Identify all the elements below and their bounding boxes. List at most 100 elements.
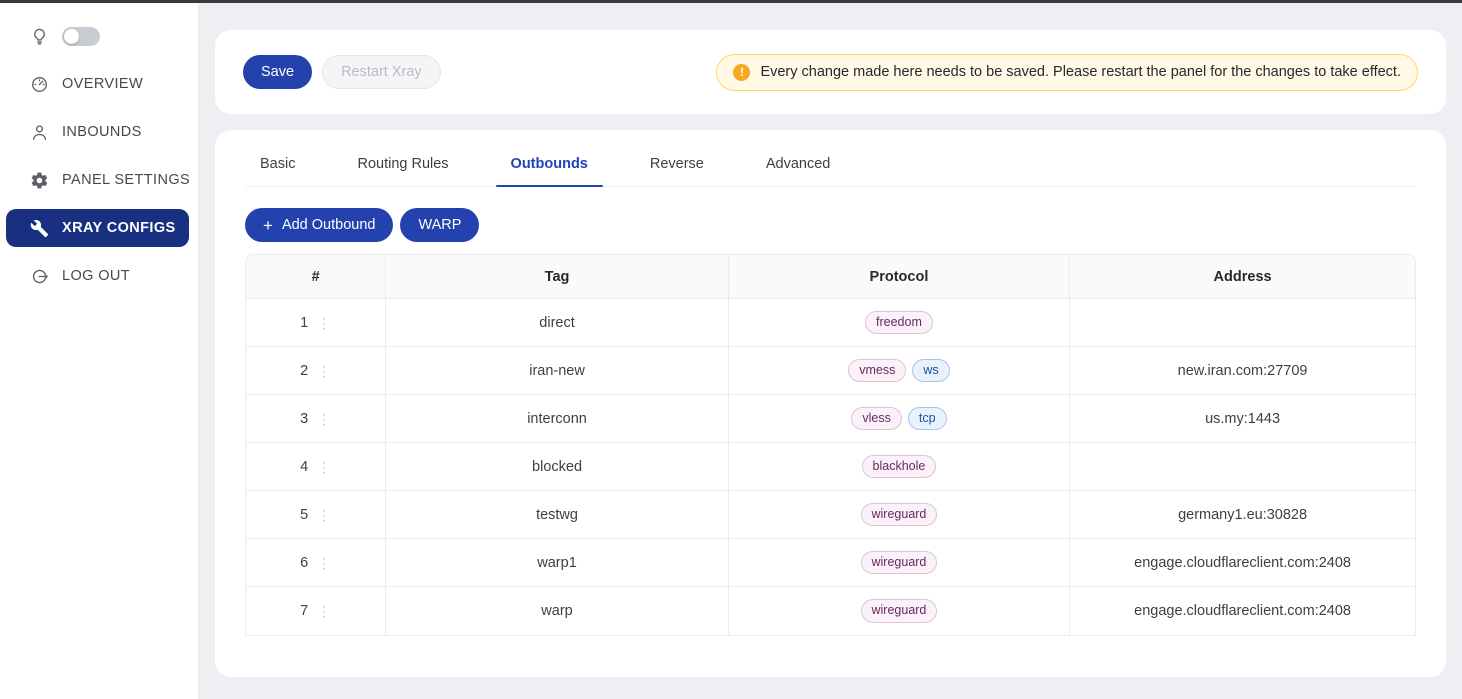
protocol-cell: vless tcp <box>728 395 1071 443</box>
toolbar-card: Save Restart Xray ! Every change made he… <box>215 30 1446 114</box>
tag-cell: blocked <box>386 443 729 491</box>
protocol-tag-freedom: freedom <box>865 310 933 335</box>
lightbulb-icon <box>30 27 49 46</box>
table-row: 7 ⋮ warp wireguard engage.cloudflareclie… <box>246 587 1415 635</box>
save-button[interactable]: Save <box>243 55 313 89</box>
table-actions: + Add Outbound WARP <box>245 208 1416 242</box>
wrench-icon <box>30 219 49 238</box>
table-row: 4 ⋮ blocked blackhole <box>246 443 1415 491</box>
gear-icon <box>30 171 49 190</box>
toggle-knob <box>64 28 79 44</box>
address-cell: new.iran.com:27709 <box>1070 347 1415 395</box>
protocol-tag-wireguard: wireguard <box>860 550 938 575</box>
protocol-tag-vless: vless <box>851 406 902 431</box>
xray-configs-card: Basic Routing Rules Outbounds Reverse Advanc… <box>215 130 1446 677</box>
tag-cell: warp1 <box>386 539 729 587</box>
sidebar-item-label: PANEL SETTINGS <box>62 172 191 188</box>
logout-icon <box>30 267 49 286</box>
tab-outbounds[interactable]: Outbounds <box>495 154 604 187</box>
tag-cell: iran-new <box>386 347 729 395</box>
sidebar-item-overview[interactable]: OVERVIEW <box>0 60 198 108</box>
tag-cell: testwg <box>386 491 729 539</box>
sidebar-item-log-out[interactable]: LOG OUT <box>0 252 198 300</box>
address-cell: us.my:1443 <box>1070 395 1415 443</box>
table-row: 5 ⋮ testwg wireguard germany1.eu:30828 <box>246 491 1415 539</box>
tab-reverse[interactable]: Reverse <box>649 156 704 172</box>
theme-toggle-row <box>0 12 198 60</box>
tab-routing-rules[interactable]: Routing Rules <box>357 156 449 172</box>
row-number-cell: 6 ⋮ <box>246 539 387 587</box>
protocol-cell: freedom <box>728 299 1071 347</box>
row-number-cell: 2 ⋮ <box>246 347 387 395</box>
row-number-cell: 5 ⋮ <box>246 491 387 539</box>
row-number: 6 <box>300 554 309 571</box>
protocol-tag-wireguard: wireguard <box>860 599 938 623</box>
address-cell <box>1070 299 1415 347</box>
main-content: Save Restart Xray ! Every change made he… <box>199 3 1462 699</box>
table-row: 6 ⋮ warp1 wireguard engage.cloudflarecli… <box>246 539 1415 587</box>
top-accent-bar <box>0 0 1462 3</box>
row-menu-icon[interactable]: ⋮ <box>317 506 332 523</box>
restart-xray-button[interactable]: Restart Xray <box>322 55 441 89</box>
tab-advanced[interactable]: Advanced <box>765 156 831 172</box>
row-menu-icon[interactable]: ⋮ <box>317 362 332 379</box>
warp-button[interactable]: WARP <box>400 208 480 242</box>
sidebar: OVERVIEW INBOUNDS PANEL SETTINGS XRAY CO… <box>0 3 199 699</box>
protocol-tag-tcp: tcp <box>907 406 947 431</box>
tabs-bar: Basic Routing Rules Outbounds Reverse Advanc… <box>245 154 1416 187</box>
protocol-cell: blackhole <box>728 443 1071 491</box>
address-cell: germany1.eu:30828 <box>1070 491 1415 539</box>
sidebar-item-label: OVERVIEW <box>62 76 144 92</box>
protocol-tag-ws: ws <box>912 358 950 383</box>
sidebar-item-label: XRAY CONFIGS <box>62 220 176 236</box>
tab-basic[interactable]: Basic <box>260 156 296 172</box>
sidebar-item-label: LOG OUT <box>62 268 131 284</box>
add-outbound-button[interactable]: + Add Outbound <box>245 208 394 242</box>
row-number-cell: 1 ⋮ <box>246 299 387 347</box>
table-row: 3 ⋮ interconn vless tcp us.my:1443 <box>246 395 1415 443</box>
sidebar-item-xray-configs[interactable]: XRAY CONFIGS <box>6 209 189 247</box>
table-row: 2 ⋮ iran-new vmess ws new.iran.com:27709 <box>246 347 1415 395</box>
row-number: 7 <box>300 603 309 619</box>
row-number-cell: 3 ⋮ <box>246 395 387 443</box>
add-outbound-label: Add Outbound <box>281 217 376 233</box>
warning-alert: ! Every change made here needs to be sav… <box>716 53 1418 91</box>
tag-cell: interconn <box>386 395 729 443</box>
protocol-cell: vmess ws <box>728 347 1071 395</box>
row-menu-icon[interactable]: ⋮ <box>317 314 332 331</box>
outbounds-table: # Tag Protocol Address 1 ⋮ direct freedom 2… <box>245 254 1416 636</box>
warning-alert-text: Every change made here needs to be saved… <box>760 64 1401 80</box>
warning-icon: ! <box>733 63 751 81</box>
table-row: 1 ⋮ direct freedom <box>246 299 1415 347</box>
sidebar-nav: OVERVIEW INBOUNDS PANEL SETTINGS XRAY CO… <box>0 60 198 300</box>
column-header-num: # <box>246 255 387 299</box>
protocol-tag-blackhole: blackhole <box>861 454 937 479</box>
address-cell: engage.cloudflareclient.com:2408 <box>1070 539 1415 587</box>
row-number: 3 <box>300 410 309 427</box>
theme-toggle-switch[interactable] <box>62 26 100 46</box>
sidebar-item-label: INBOUNDS <box>62 124 142 140</box>
protocol-tag-vmess: vmess <box>848 358 907 383</box>
protocol-tag-wireguard: wireguard <box>860 502 938 527</box>
row-number-cell: 7 ⋮ <box>246 587 387 635</box>
toolbar-buttons: Save Restart Xray <box>243 55 441 89</box>
tag-cell: direct <box>386 299 729 347</box>
row-menu-icon[interactable]: ⋮ <box>317 410 332 427</box>
row-menu-icon[interactable]: ⋮ <box>317 554 332 571</box>
row-number: 1 <box>300 314 309 331</box>
column-header-address: Address <box>1070 255 1415 299</box>
plus-icon: + <box>263 215 273 235</box>
row-menu-icon[interactable]: ⋮ <box>317 603 332 619</box>
row-number: 4 <box>300 458 309 475</box>
sidebar-item-inbounds[interactable]: INBOUNDS <box>0 108 198 156</box>
row-number-cell: 4 ⋮ <box>246 443 387 491</box>
tag-cell: warp <box>386 587 729 635</box>
protocol-cell: wireguard <box>728 587 1071 635</box>
address-cell <box>1070 443 1415 491</box>
row-number: 5 <box>300 506 309 523</box>
table-header-row: # Tag Protocol Address <box>246 255 1415 299</box>
column-header-protocol: Protocol <box>728 255 1071 299</box>
column-header-tag: Tag <box>386 255 729 299</box>
sidebar-item-panel-settings[interactable]: PANEL SETTINGS <box>0 156 198 204</box>
row-menu-icon[interactable]: ⋮ <box>317 458 332 475</box>
